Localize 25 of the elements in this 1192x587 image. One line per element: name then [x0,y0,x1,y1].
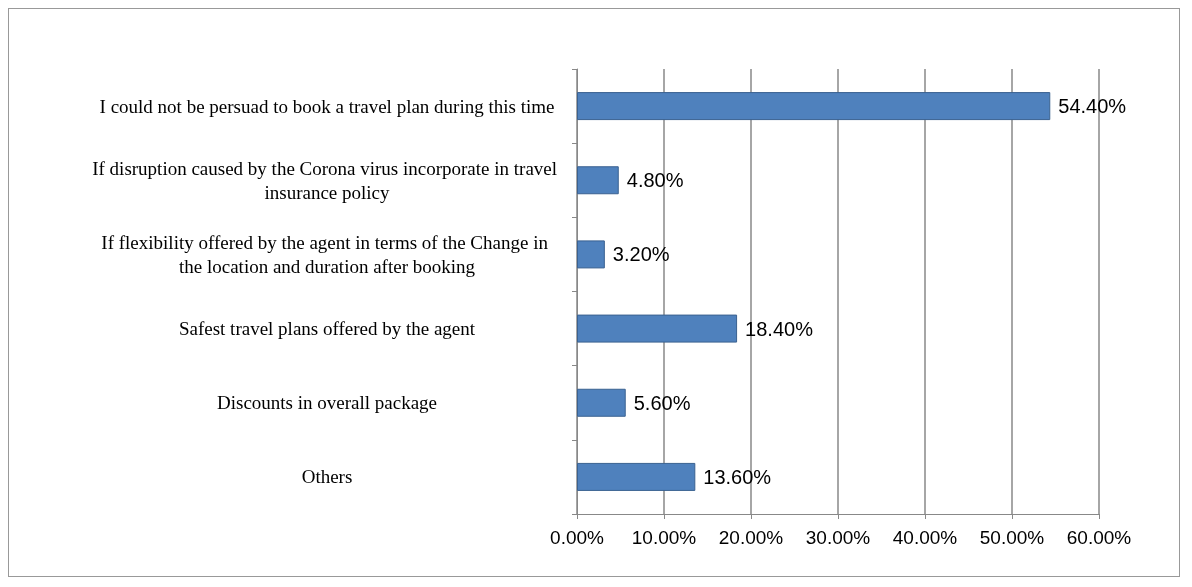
y-tick-label: Discounts in overall package [216,392,438,414]
data-label: 4.80% [626,169,684,192]
bar [577,388,626,417]
y-tick-label: If disruption caused by the Corona virus incorporate in travel insurance policy [92,157,562,203]
x-tick-label: 0.00% [550,527,605,548]
x-tick-label: 40.00% [892,527,958,548]
bar [577,314,738,343]
data-label: 54.40% [1058,95,1127,118]
bar [577,462,696,491]
data-label: 3.20% [612,243,670,266]
x-tick-label: 30.00% [805,527,871,548]
y-tick-label: If flexibility offered by the agent in terms of the Change in the location and duration after booking [101,231,553,277]
x-tick-label: 60.00% [1066,527,1132,548]
y-tick-label: I could not be persuad to book a travel plan during this time [99,95,555,117]
bar [577,166,619,195]
data-label: 13.60% [703,465,772,488]
bar [577,92,1051,121]
data-label: 18.40% [745,317,814,340]
x-tick-label: 20.00% [718,527,784,548]
data-label: 5.60% [633,391,691,414]
y-tick-label: Others [301,466,353,488]
x-tick-label: 10.00% [631,527,697,548]
y-tick-label: Safest travel plans offered by the agent [178,318,476,340]
x-tick-label: 50.00% [979,527,1045,548]
bar [577,240,605,269]
